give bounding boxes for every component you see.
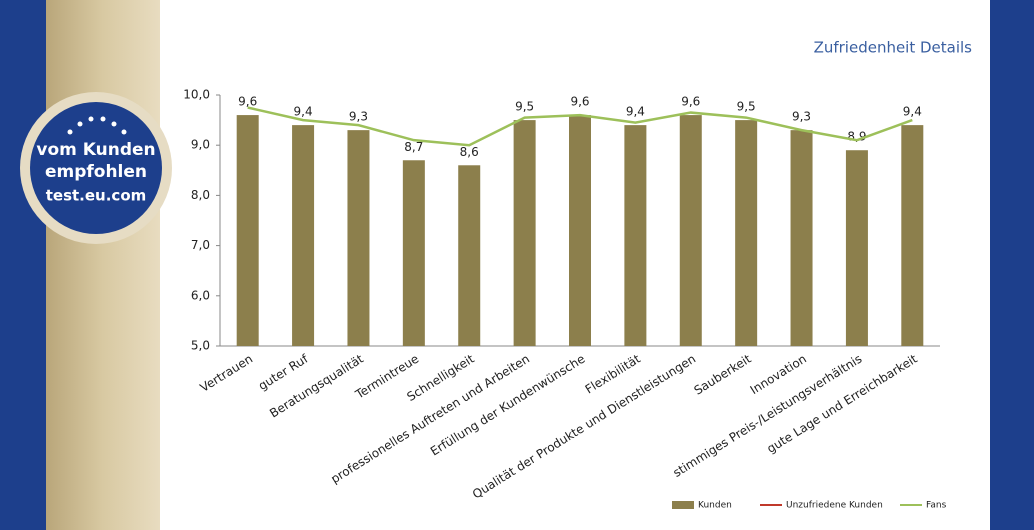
bar bbox=[735, 120, 758, 346]
data-label: 9,5 bbox=[515, 100, 534, 114]
data-label: 8,7 bbox=[404, 140, 423, 154]
data-label: 9,6 bbox=[238, 95, 257, 109]
data-label: 8,6 bbox=[460, 145, 479, 159]
data-label: 9,3 bbox=[792, 110, 811, 124]
bar bbox=[236, 115, 259, 346]
bar bbox=[569, 115, 591, 346]
gold-stripe bbox=[46, 0, 160, 530]
bar bbox=[292, 125, 315, 347]
badge-disc bbox=[30, 102, 162, 234]
right-border bbox=[990, 0, 1034, 530]
legend-label: Kunden bbox=[698, 501, 732, 511]
bar bbox=[458, 165, 481, 346]
bar bbox=[402, 160, 425, 346]
y-tick-label: 5,0 bbox=[191, 339, 210, 353]
y-tick-label: 8,0 bbox=[191, 188, 210, 202]
chart-title: Zufriedenheit Details bbox=[814, 39, 973, 57]
y-tick-label: 6,0 bbox=[191, 288, 210, 302]
left-border bbox=[0, 0, 46, 530]
badge-stars bbox=[67, 116, 127, 135]
y-tick-label: 7,0 bbox=[191, 238, 210, 252]
line bbox=[247, 106, 913, 147]
data-label: 9,6 bbox=[681, 95, 700, 109]
data-label: 9,4 bbox=[903, 105, 922, 119]
legend-label: Fans bbox=[926, 501, 947, 511]
bar bbox=[513, 120, 536, 346]
bar bbox=[845, 150, 868, 346]
bar bbox=[679, 115, 702, 346]
bar bbox=[901, 125, 924, 347]
data-label: 9,4 bbox=[626, 105, 645, 119]
y-tick-label: 10,0 bbox=[183, 88, 210, 102]
data-label: 9,4 bbox=[294, 105, 313, 119]
data-label: 9,3 bbox=[349, 110, 368, 124]
badge-line: test.eu.com bbox=[46, 187, 147, 205]
bar bbox=[624, 125, 647, 347]
bar bbox=[347, 130, 370, 346]
y-tick-label: 9,0 bbox=[191, 138, 210, 152]
legend-label: Unzufriedene Kunden bbox=[786, 501, 883, 511]
legend-swatch bbox=[672, 501, 694, 509]
badge: vom Kunden empfohlen test.eu.com bbox=[20, 92, 172, 244]
bar bbox=[790, 130, 813, 346]
badge-line: empfohlen bbox=[45, 162, 147, 182]
data-label: 9,5 bbox=[737, 100, 756, 114]
badge-line: vom Kunden bbox=[36, 140, 155, 160]
data-label: 9,6 bbox=[570, 95, 589, 109]
